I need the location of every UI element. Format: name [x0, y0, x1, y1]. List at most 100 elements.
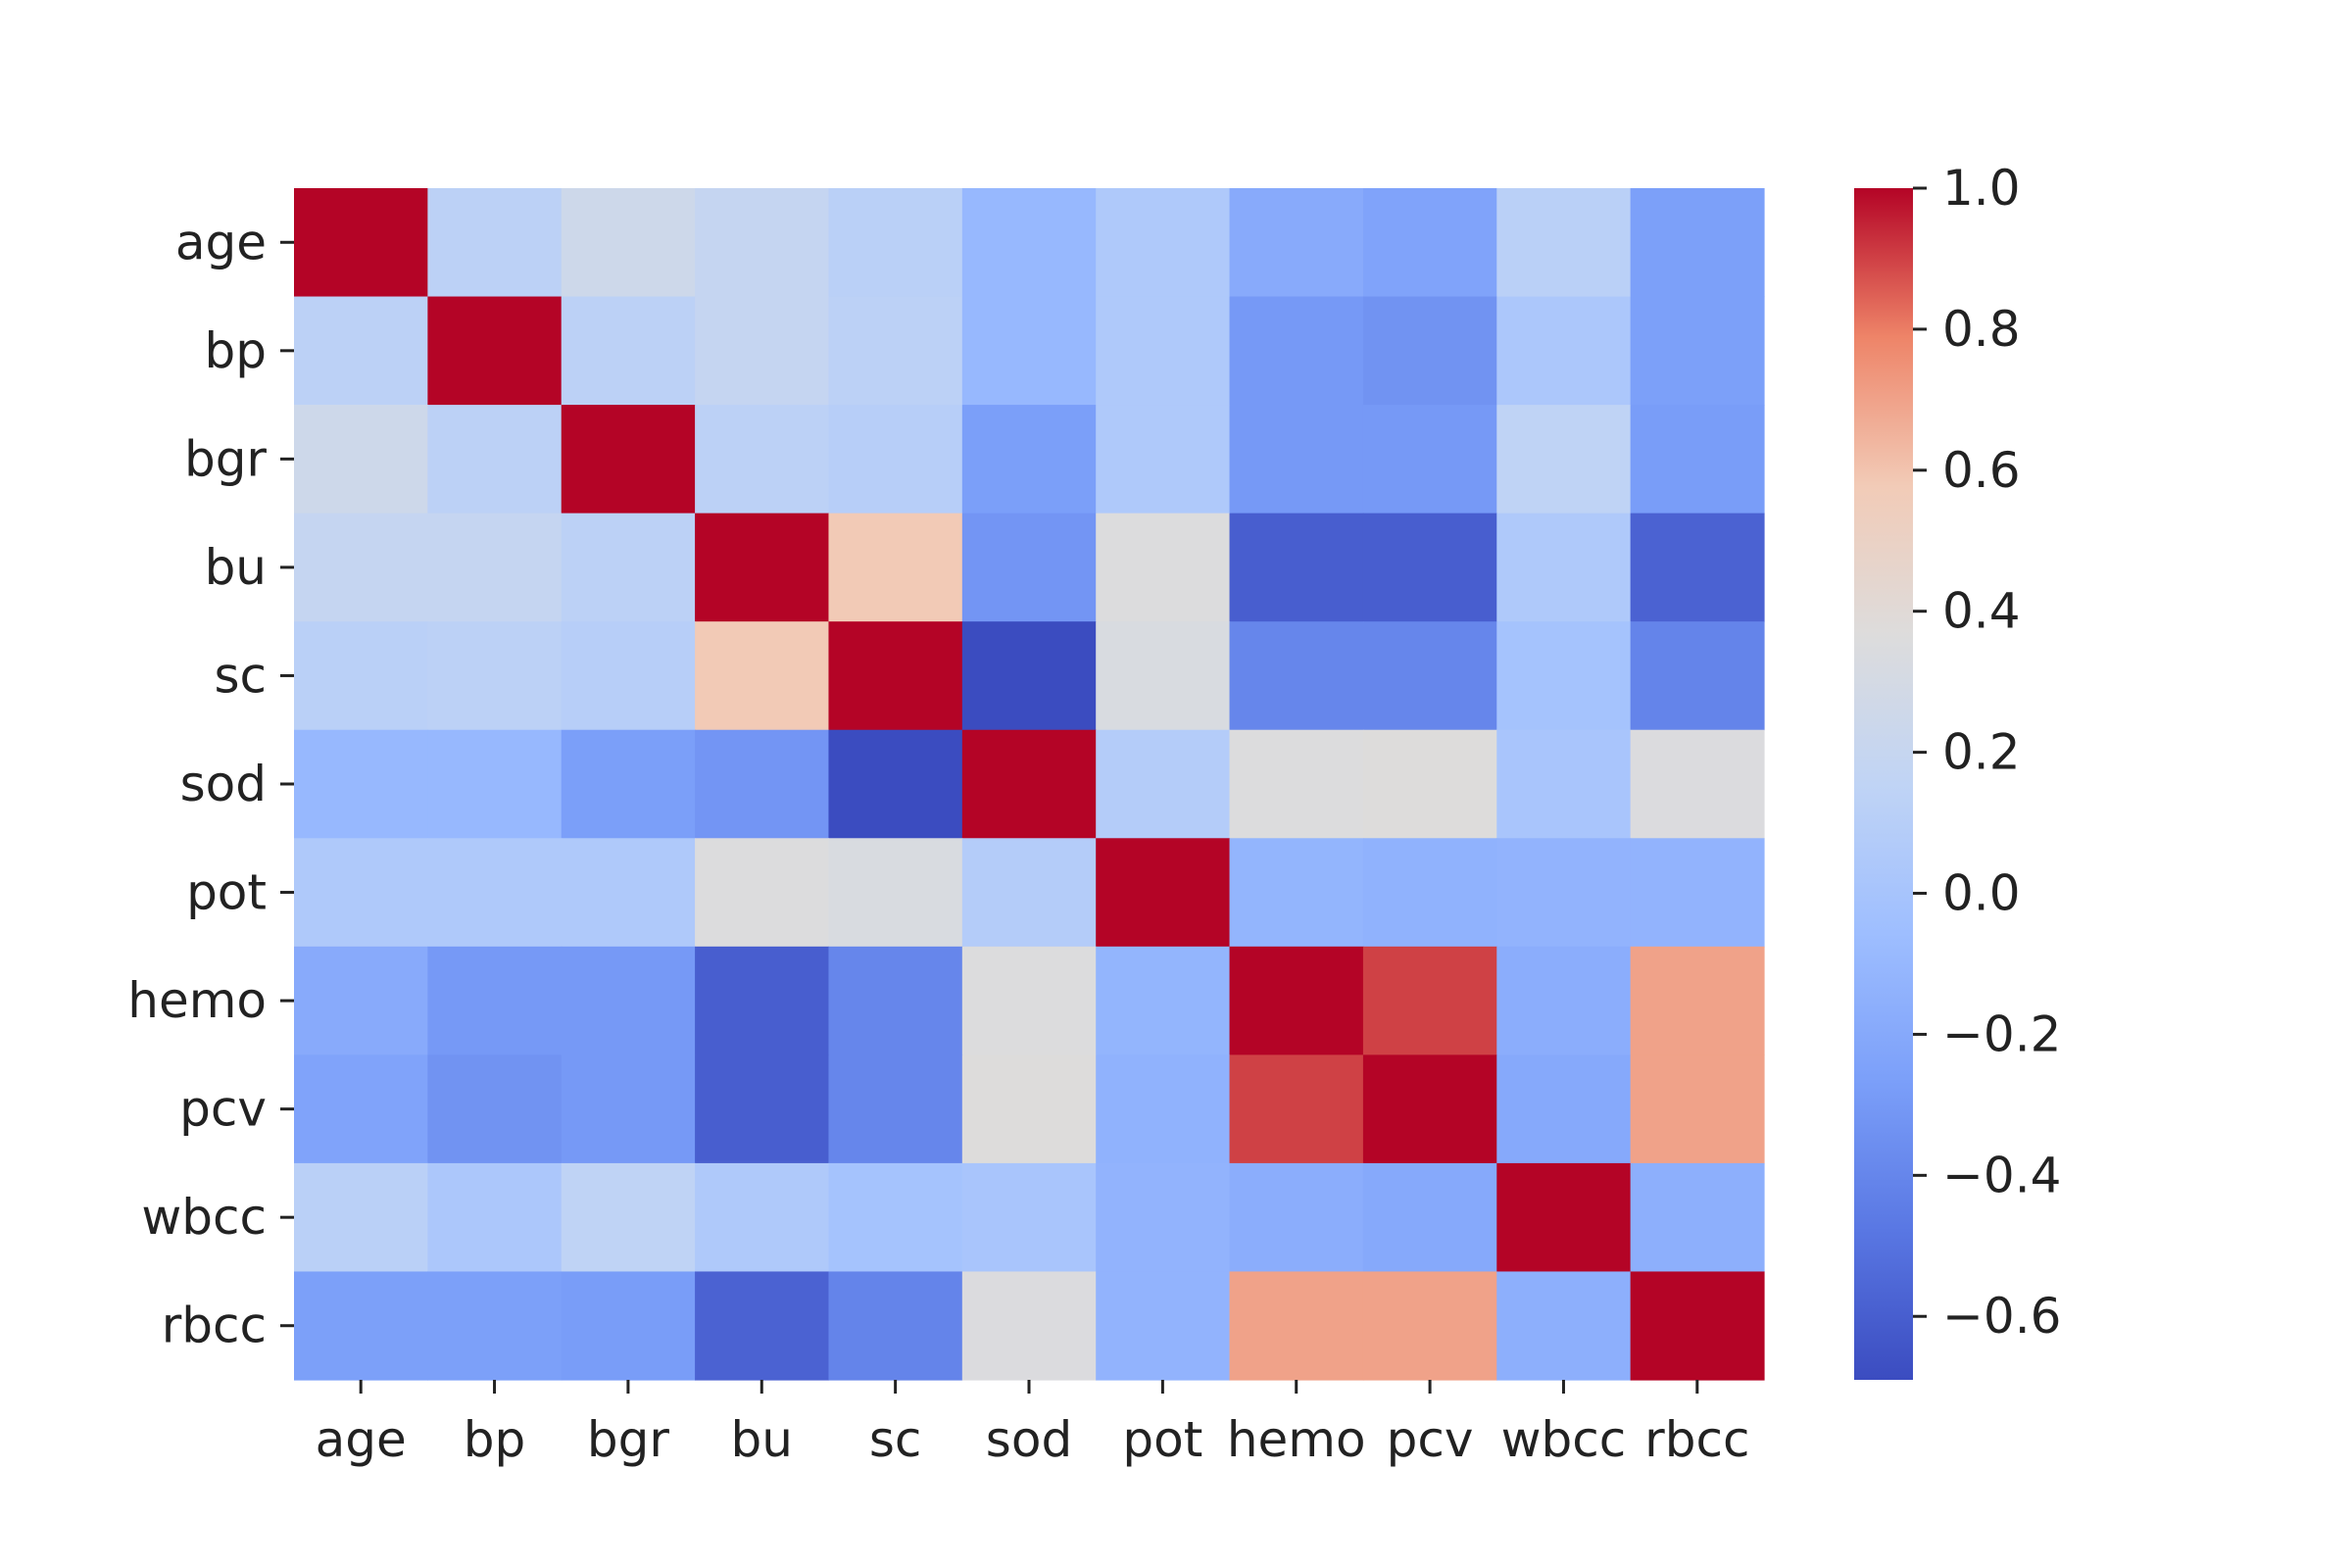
heatmap-cell-bgr-pot [1096, 405, 1231, 514]
heatmap-cell-age-sc [828, 188, 963, 298]
heatmap-cell-wbcc-pot [1096, 1162, 1231, 1273]
heatmap-cell-rbcc-bgr [561, 1271, 696, 1381]
x-tick-label-bgr: bgr [587, 1411, 669, 1468]
colorbar-tick-label: 0.2 [1942, 724, 2021, 781]
x-tick-label-sc: sc [869, 1411, 922, 1468]
heatmap-cell-age-pcv [1362, 188, 1497, 298]
y-axis: age bp bgr bu sc sod pot hemo pcv wbcc rbcc [127, 214, 294, 1354]
heatmap-cell-hemo-wbcc [1496, 946, 1632, 1055]
colorbar-tick-label: 0.4 [1942, 583, 2021, 640]
heatmap-cell-wbcc-sc [828, 1162, 963, 1273]
y-tick-label-sc: sc [214, 647, 267, 704]
heatmap-cell-pot-bu [695, 838, 830, 948]
heatmap-cell-bgr-sc [828, 405, 963, 514]
heatmap-cell-pcv-rbcc [1630, 1054, 1765, 1164]
heatmap-cell-rbcc-hemo [1229, 1271, 1364, 1381]
heatmap-cell-wbcc-sod [961, 1162, 1097, 1273]
heatmap-cell-bu-bu [695, 513, 830, 622]
heatmap-cell-bp-bgr [561, 296, 696, 406]
heatmap-cell-hemo-hemo [1229, 946, 1364, 1055]
x-tick-label-hemo: hemo [1227, 1411, 1366, 1468]
heatmap-cell-rbcc-rbcc [1630, 1271, 1765, 1381]
heatmap-cell-bgr-bgr [561, 405, 696, 514]
heatmap-cell-hemo-pot [1096, 946, 1231, 1055]
heatmap-cell-hemo-age [294, 946, 428, 1055]
heatmap-cell-wbcc-age [294, 1162, 428, 1273]
heatmap-cell-age-sod [961, 188, 1097, 298]
heatmap-cell-sc-wbcc [1496, 621, 1632, 731]
heatmap-cell-sod-bp [427, 729, 563, 839]
heatmap-cell-rbcc-age [294, 1271, 428, 1381]
y-tick-label-pot: pot [186, 864, 267, 921]
heatmap-cell-pcv-sod [961, 1054, 1097, 1164]
heatmap-cell-pcv-bgr [561, 1054, 696, 1164]
heatmap-cell-pot-bgr [561, 838, 696, 948]
heatmap-cell-bp-bp [427, 296, 563, 406]
heatmap-cell-hemo-bu [695, 946, 830, 1055]
heatmap-cell-bu-age [294, 513, 428, 622]
heatmap-cell-age-hemo [1229, 188, 1364, 298]
heatmap-cell-pot-rbcc [1630, 838, 1765, 948]
heatmap-cell-bp-sc [828, 296, 963, 406]
heatmap-cell-age-pot [1096, 188, 1231, 298]
heatmap-cells [294, 188, 1765, 1381]
heatmap-cell-bp-hemo [1229, 296, 1364, 406]
y-tick-label-wbcc: wbcc [141, 1189, 267, 1246]
heatmap-cell-bu-sod [961, 513, 1097, 622]
heatmap-cell-pot-hemo [1229, 838, 1364, 948]
x-tick-label-age: age [316, 1411, 407, 1468]
colorbar: 1.0 0.8 0.6 0.4 0.2 0.0 −0.2 −0.4 −0.6 [1854, 160, 2061, 1380]
heatmap-cell-sod-rbcc [1630, 729, 1765, 839]
heatmap-cell-pot-sc [828, 838, 963, 948]
heatmap-cell-hemo-pcv [1362, 946, 1497, 1055]
heatmap-cell-bu-bp [427, 513, 563, 622]
heatmap-cell-hemo-rbcc [1630, 946, 1765, 1055]
heatmap-cell-sod-bu [695, 729, 830, 839]
heatmap-cell-pcv-bp [427, 1054, 563, 1164]
heatmap-cell-wbcc-bu [695, 1162, 830, 1273]
heatmap-cell-bgr-rbcc [1630, 405, 1765, 514]
heatmap-cell-sc-age [294, 621, 428, 731]
heatmap-cell-rbcc-sc [828, 1271, 963, 1381]
heatmap-cell-rbcc-wbcc [1496, 1271, 1632, 1381]
heatmap-cell-hemo-bp [427, 946, 563, 1055]
x-tick-label-wbcc: wbcc [1501, 1411, 1627, 1468]
y-tick-label-pcv: pcv [179, 1081, 267, 1138]
colorbar-tick-label: 1.0 [1942, 160, 2021, 217]
heatmap-cell-bp-age [294, 296, 428, 406]
y-tick-label-bu: bu [205, 539, 267, 596]
heatmap-cell-pcv-pcv [1362, 1054, 1497, 1164]
heatmap-cell-pot-age [294, 838, 428, 948]
heatmap-cell-rbcc-bp [427, 1271, 563, 1381]
heatmap-cell-sod-hemo [1229, 729, 1364, 839]
colorbar-tick-label: −0.2 [1942, 1005, 2061, 1062]
heatmap-cell-wbcc-hemo [1229, 1162, 1364, 1273]
heatmap-cell-pot-pcv [1362, 838, 1497, 948]
heatmap-cell-age-rbcc [1630, 188, 1765, 298]
heatmap-cell-pot-pot [1096, 838, 1231, 948]
heatmap-cell-pcv-age [294, 1054, 428, 1164]
heatmap-cell-pot-sod [961, 838, 1097, 948]
heatmap-cell-sod-sod [961, 729, 1097, 839]
heatmap-cell-sc-pcv [1362, 621, 1497, 731]
heatmap-cell-sc-sc [828, 621, 963, 731]
heatmap-cell-rbcc-pot [1096, 1271, 1231, 1381]
colorbar-tick-label: −0.4 [1942, 1147, 2061, 1203]
colorbar-tick-label: −0.6 [1942, 1288, 2061, 1345]
colorbar-gradient [1854, 188, 1913, 1380]
heatmap-cell-bp-wbcc [1496, 296, 1632, 406]
heatmap-cell-pcv-sc [828, 1054, 963, 1164]
heatmap-cell-pcv-wbcc [1496, 1054, 1632, 1164]
y-tick-label-bp: bp [205, 322, 267, 379]
heatmap-cell-age-bu [695, 188, 830, 298]
heatmap-cell-bu-bgr [561, 513, 696, 622]
heatmap-cell-sod-age [294, 729, 428, 839]
heatmap-cell-bu-rbcc [1630, 513, 1765, 622]
x-tick-label-pot: pot [1122, 1411, 1202, 1468]
heatmap-cell-wbcc-wbcc [1496, 1162, 1632, 1273]
y-tick-label-sod: sod [180, 756, 267, 812]
heatmap-cell-bgr-wbcc [1496, 405, 1632, 514]
heatmap-cell-sc-rbcc [1630, 621, 1765, 731]
colorbar-tick-label: 0.6 [1942, 442, 2021, 499]
